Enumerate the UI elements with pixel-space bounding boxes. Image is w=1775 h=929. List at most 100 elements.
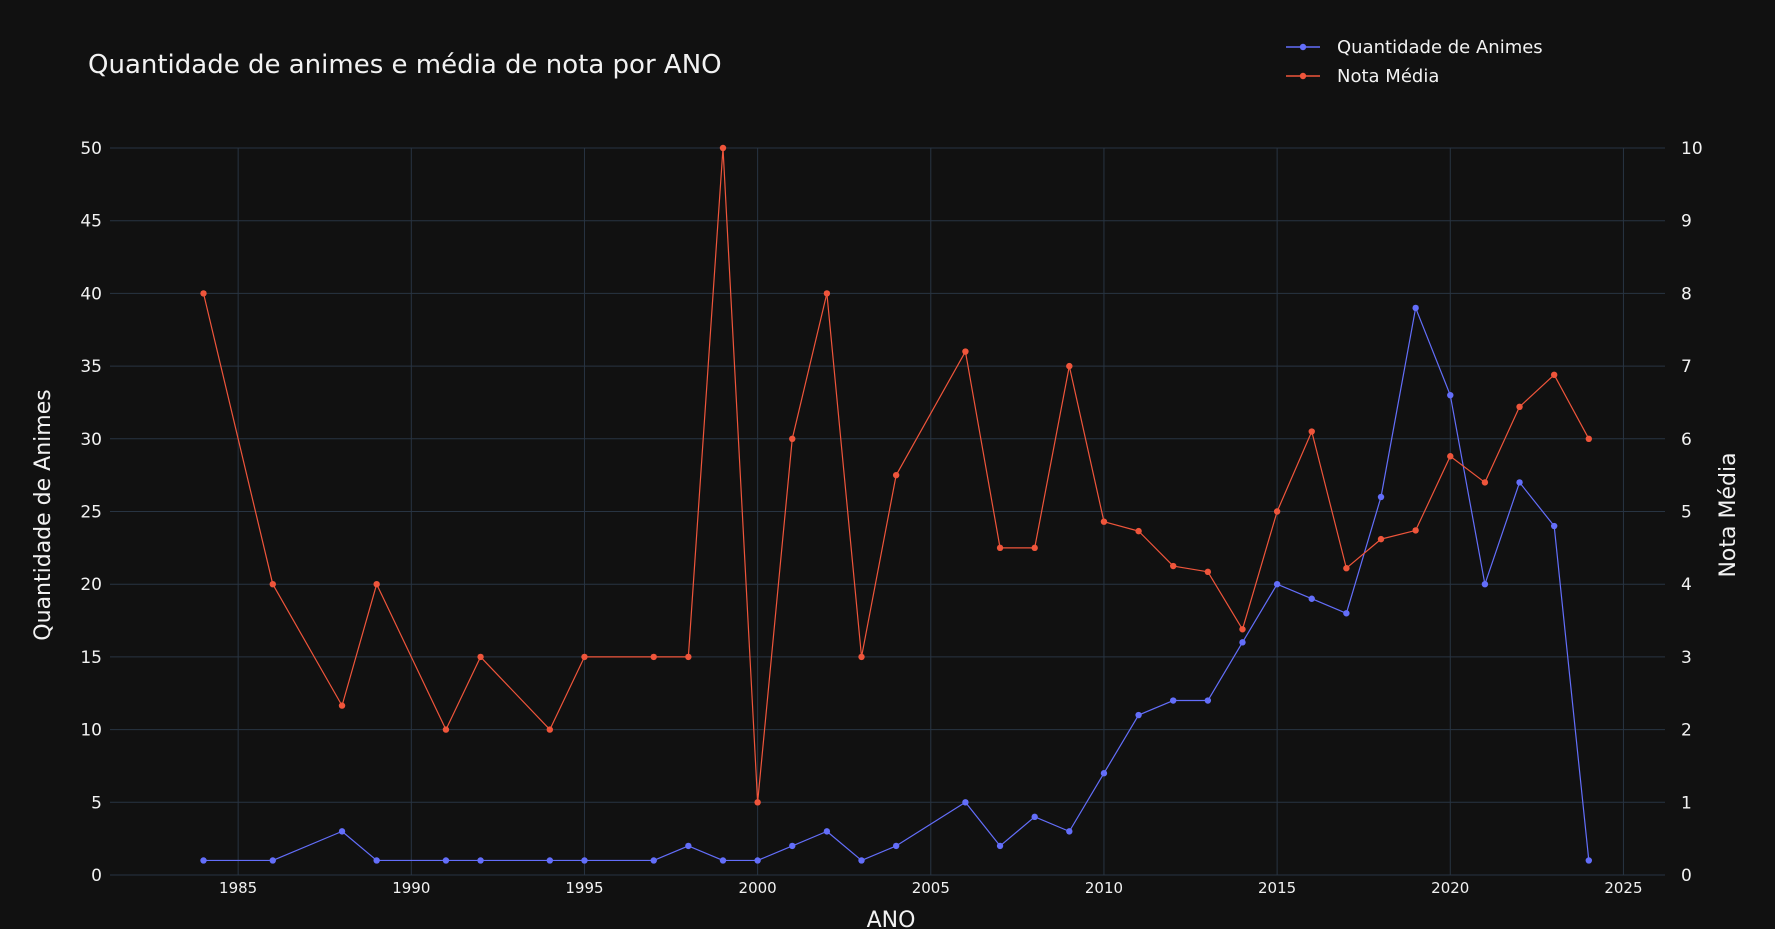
y2-tick-label: 5 [1681, 503, 1692, 523]
data-point[interactable] [685, 653, 692, 661]
y2-tick-label: 2 [1681, 721, 1692, 741]
y-tick-label: 45 [80, 212, 102, 232]
data-point[interactable] [1170, 562, 1177, 570]
x-tick-label: 1990 [392, 879, 430, 897]
y2-tick-label: 3 [1681, 648, 1692, 668]
data-point[interactable] [581, 653, 588, 661]
data-point[interactable] [338, 828, 346, 835]
y-tick-label: 25 [80, 503, 102, 523]
data-point[interactable] [789, 842, 796, 850]
y2-tick-label: 9 [1681, 212, 1692, 232]
data-point[interactable] [1239, 626, 1246, 633]
data-point[interactable] [1100, 518, 1108, 525]
data-point[interactable] [1066, 828, 1073, 835]
data-point[interactable] [1550, 522, 1558, 530]
data-point[interactable] [442, 857, 450, 864]
data-point[interactable] [1550, 371, 1558, 379]
data-point[interactable] [754, 857, 761, 864]
data-point[interactable] [1516, 479, 1523, 486]
data-point[interactable] [789, 435, 796, 442]
legend-swatch-marker [1299, 72, 1307, 80]
data-point[interactable] [996, 842, 1004, 850]
y2-tick-label: 7 [1681, 357, 1692, 377]
data-point[interactable] [1481, 581, 1489, 588]
x-tick-label: 1985 [219, 879, 257, 897]
data-point[interactable] [1377, 535, 1385, 543]
data-point[interactable] [1239, 639, 1246, 646]
data-point[interactable] [858, 653, 865, 661]
legend-label: Nota Média [1337, 66, 1439, 87]
data-point[interactable] [1481, 479, 1489, 486]
data-point[interactable] [1447, 391, 1454, 399]
data-point[interactable] [200, 857, 207, 864]
x-tick-label: 2020 [1431, 879, 1469, 897]
data-point[interactable] [1204, 568, 1212, 576]
data-point[interactable] [200, 290, 207, 297]
data-point[interactable] [477, 857, 484, 864]
data-point[interactable] [823, 290, 831, 297]
data-point[interactable] [269, 581, 276, 588]
data-point[interactable] [1273, 508, 1281, 515]
data-point[interactable] [442, 726, 450, 733]
data-point[interactable] [1031, 544, 1038, 552]
data-point[interactable] [373, 857, 380, 864]
data-point[interactable] [719, 144, 727, 152]
data-point[interactable] [1066, 362, 1073, 370]
data-point[interactable] [581, 857, 588, 864]
data-point[interactable] [1412, 304, 1419, 312]
x-tick-label: 2000 [739, 879, 777, 897]
data-point[interactable] [892, 471, 900, 479]
data-point[interactable] [1204, 697, 1212, 704]
data-point[interactable] [1377, 493, 1385, 501]
y-tick-label: 50 [80, 139, 102, 159]
y-axis-ticks: 0 5 10 15 20 25 30 35 40 45 50 [80, 139, 102, 886]
data-point[interactable] [338, 702, 346, 709]
data-point[interactable] [269, 857, 276, 864]
data-point[interactable] [685, 842, 692, 850]
data-point[interactable] [823, 828, 831, 835]
data-point[interactable] [1447, 453, 1454, 460]
data-point[interactable] [1135, 527, 1142, 535]
y-tick-label: 10 [80, 721, 102, 741]
series-points [200, 144, 1593, 864]
y-tick-label: 15 [80, 648, 102, 668]
data-point[interactable] [858, 857, 865, 864]
data-point[interactable] [1031, 813, 1038, 821]
data-point[interactable] [650, 857, 657, 864]
chart-title: Quantidade de animes e média de nota por… [88, 50, 722, 80]
data-point[interactable] [546, 726, 554, 733]
x-tick-label: 2010 [1085, 879, 1123, 897]
data-point[interactable] [1585, 857, 1593, 864]
data-point[interactable] [373, 581, 380, 588]
data-point[interactable] [1308, 428, 1315, 435]
data-point[interactable] [546, 857, 554, 864]
data-point[interactable] [719, 857, 727, 864]
data-point[interactable] [477, 653, 484, 661]
data-point[interactable] [1135, 711, 1142, 719]
data-point[interactable] [1343, 610, 1350, 617]
data-point[interactable] [1100, 770, 1108, 777]
y-tick-label: 30 [80, 430, 102, 450]
y-tick-label: 5 [91, 793, 102, 813]
data-point[interactable] [1412, 527, 1419, 534]
data-point[interactable] [1273, 581, 1281, 588]
y2-tick-label: 8 [1681, 284, 1692, 304]
y-tick-label: 20 [80, 575, 102, 595]
data-point[interactable] [996, 544, 1004, 552]
data-point[interactable] [1516, 403, 1523, 411]
y-axis-title: Quantidade de Animes [31, 389, 56, 640]
grid [110, 147, 1665, 876]
data-point[interactable] [962, 348, 969, 355]
y2-tick-label: 4 [1681, 575, 1692, 595]
data-point[interactable] [1343, 565, 1350, 572]
data-point[interactable] [754, 799, 761, 806]
data-point[interactable] [1170, 697, 1177, 704]
legend-swatch-marker [1299, 43, 1307, 51]
x-tick-label: 2025 [1604, 879, 1642, 897]
data-point[interactable] [1308, 595, 1315, 602]
data-point[interactable] [962, 799, 969, 806]
data-point[interactable] [892, 842, 900, 850]
data-point[interactable] [650, 653, 657, 661]
data-point[interactable] [1585, 435, 1593, 442]
